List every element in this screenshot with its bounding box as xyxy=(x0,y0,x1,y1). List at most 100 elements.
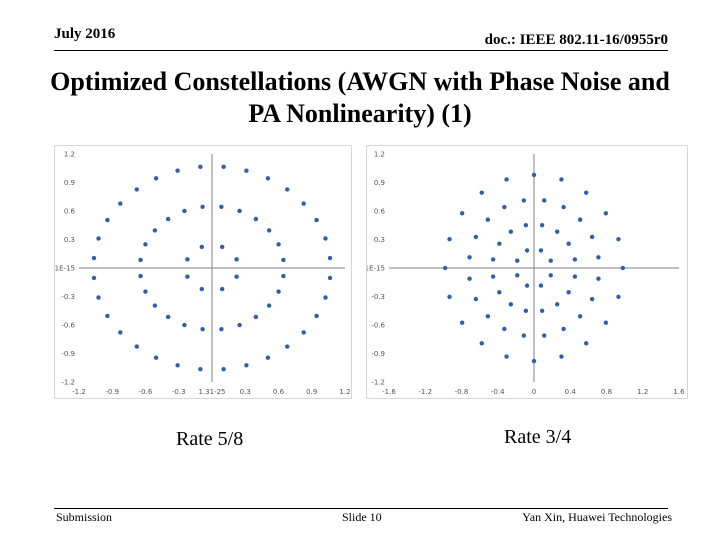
rate-3-4-caption: Rate 3/4 xyxy=(504,426,572,448)
x-tick-label: 0.4 xyxy=(565,388,577,396)
constellation-point xyxy=(572,257,578,262)
y-tick-label: -0.3 xyxy=(61,293,75,301)
constellation-point xyxy=(219,204,224,209)
constellation-point xyxy=(276,242,281,247)
constellation-point xyxy=(542,333,547,338)
y-tick-label: 0.3 xyxy=(64,236,75,244)
constellation-point xyxy=(199,286,205,292)
footer-author: Yan Xin, Huawei Technologies xyxy=(522,510,672,524)
constellation-point xyxy=(96,295,101,300)
y-tick-label: 1.2 xyxy=(374,151,385,159)
header-doc-id: doc.: IEEE 802.11-16/0955r0 xyxy=(484,32,668,48)
constellation-point xyxy=(559,354,564,359)
constellation-point xyxy=(138,273,143,279)
constellation-point xyxy=(584,341,589,346)
constellation-point xyxy=(515,258,520,263)
constellation-point xyxy=(182,208,187,214)
constellation-point xyxy=(485,217,491,222)
constellation-point xyxy=(459,320,465,325)
constellation-point xyxy=(118,330,123,335)
x-tick-label: -0.9 xyxy=(105,388,119,396)
x-tick-label: 1.2 xyxy=(339,388,350,396)
footer-submission: Submission xyxy=(56,510,113,524)
constellation-point xyxy=(234,274,239,279)
constellation-point xyxy=(153,355,159,360)
constellation-point xyxy=(323,295,328,300)
constellation-point xyxy=(237,208,242,214)
constellation-point xyxy=(152,303,158,308)
y-tick-label: 0.6 xyxy=(64,208,76,216)
x-tick-label: 1.2 xyxy=(637,388,648,396)
constellation-point xyxy=(91,275,97,281)
constellation-point xyxy=(603,320,609,325)
y-tick-label: 1.2 xyxy=(64,151,75,159)
constellation-point xyxy=(538,248,544,253)
x-tick-label: 0 xyxy=(532,388,536,396)
constellation-point xyxy=(603,211,609,216)
constellation-point xyxy=(200,204,205,209)
constellation-point xyxy=(531,358,537,364)
constellation-point xyxy=(490,274,496,279)
constellation-point xyxy=(490,257,496,262)
slide-title: Optimized Constellations (AWGN with Phas… xyxy=(50,67,670,128)
constellation-point xyxy=(523,308,529,314)
constellation-point xyxy=(584,190,589,195)
constellation-point xyxy=(467,276,472,281)
constellation-point xyxy=(620,265,626,271)
constellation-point xyxy=(596,276,601,281)
y-tick-label: -0.6 xyxy=(61,322,75,330)
constellation-point xyxy=(105,313,110,319)
constellation-point xyxy=(561,204,566,210)
x-tick-label: -1.2 xyxy=(72,388,86,396)
x-tick-label: -0.6 xyxy=(139,388,153,396)
constellation-point xyxy=(138,257,143,263)
x-tick-label: 0.3 xyxy=(240,388,251,396)
constellation-point xyxy=(566,290,571,295)
y-tick-label: -0.6 xyxy=(371,322,385,330)
x-tick-label: 1.6 xyxy=(673,388,685,396)
constellation-point xyxy=(165,314,171,320)
constellation-point xyxy=(554,302,560,307)
constellation-point xyxy=(219,327,224,332)
constellation-point xyxy=(281,273,286,279)
constellation-point xyxy=(515,273,520,278)
y-tick-label: 0.6 xyxy=(374,208,386,216)
rate-5-8-caption: Rate 5/8 xyxy=(176,428,244,450)
x-tick-label: 0.6 xyxy=(273,388,285,396)
constellation-point xyxy=(577,314,583,319)
x-tick-label: -0.3 xyxy=(172,388,186,396)
constellation-point xyxy=(105,217,110,223)
y-tick-label: -1.2 xyxy=(61,379,75,387)
constellation-point xyxy=(447,294,452,299)
constellation-point xyxy=(200,327,205,332)
header-date: July 2016 xyxy=(54,26,116,42)
footer-rule xyxy=(54,508,668,509)
constellation-point xyxy=(276,289,281,294)
constellation-point xyxy=(301,201,306,206)
constellation-point xyxy=(502,204,507,210)
constellation-point xyxy=(253,314,259,320)
constellation-point xyxy=(447,237,452,242)
constellation-point xyxy=(265,176,271,181)
constellation-point xyxy=(198,164,203,170)
constellation-point xyxy=(554,229,560,234)
constellation-point xyxy=(504,177,509,182)
x-tick-label: -1.6 xyxy=(382,388,396,396)
constellation-point xyxy=(548,258,553,263)
constellation-point xyxy=(561,326,566,332)
constellation-point xyxy=(538,283,544,288)
constellation-point xyxy=(521,198,526,203)
constellation-point xyxy=(134,344,139,349)
constellation-point xyxy=(175,363,180,368)
constellation-point xyxy=(244,363,249,368)
constellation-plot-rate-3-4: -1.6 -1.2 -0.8 -0.4 0 0.4 0.8 1.2 1.6 1.2 0.9 0.6 0.… xyxy=(366,145,688,399)
constellation-point xyxy=(521,333,526,338)
constellation-point xyxy=(327,275,333,281)
constellation-point xyxy=(266,228,272,233)
constellation-point xyxy=(442,265,448,271)
constellation-point xyxy=(504,354,509,359)
constellation-point xyxy=(539,222,545,228)
y-tick-label: -1.2 xyxy=(371,379,385,387)
constellation-point xyxy=(91,255,97,261)
constellation-point xyxy=(327,255,333,261)
